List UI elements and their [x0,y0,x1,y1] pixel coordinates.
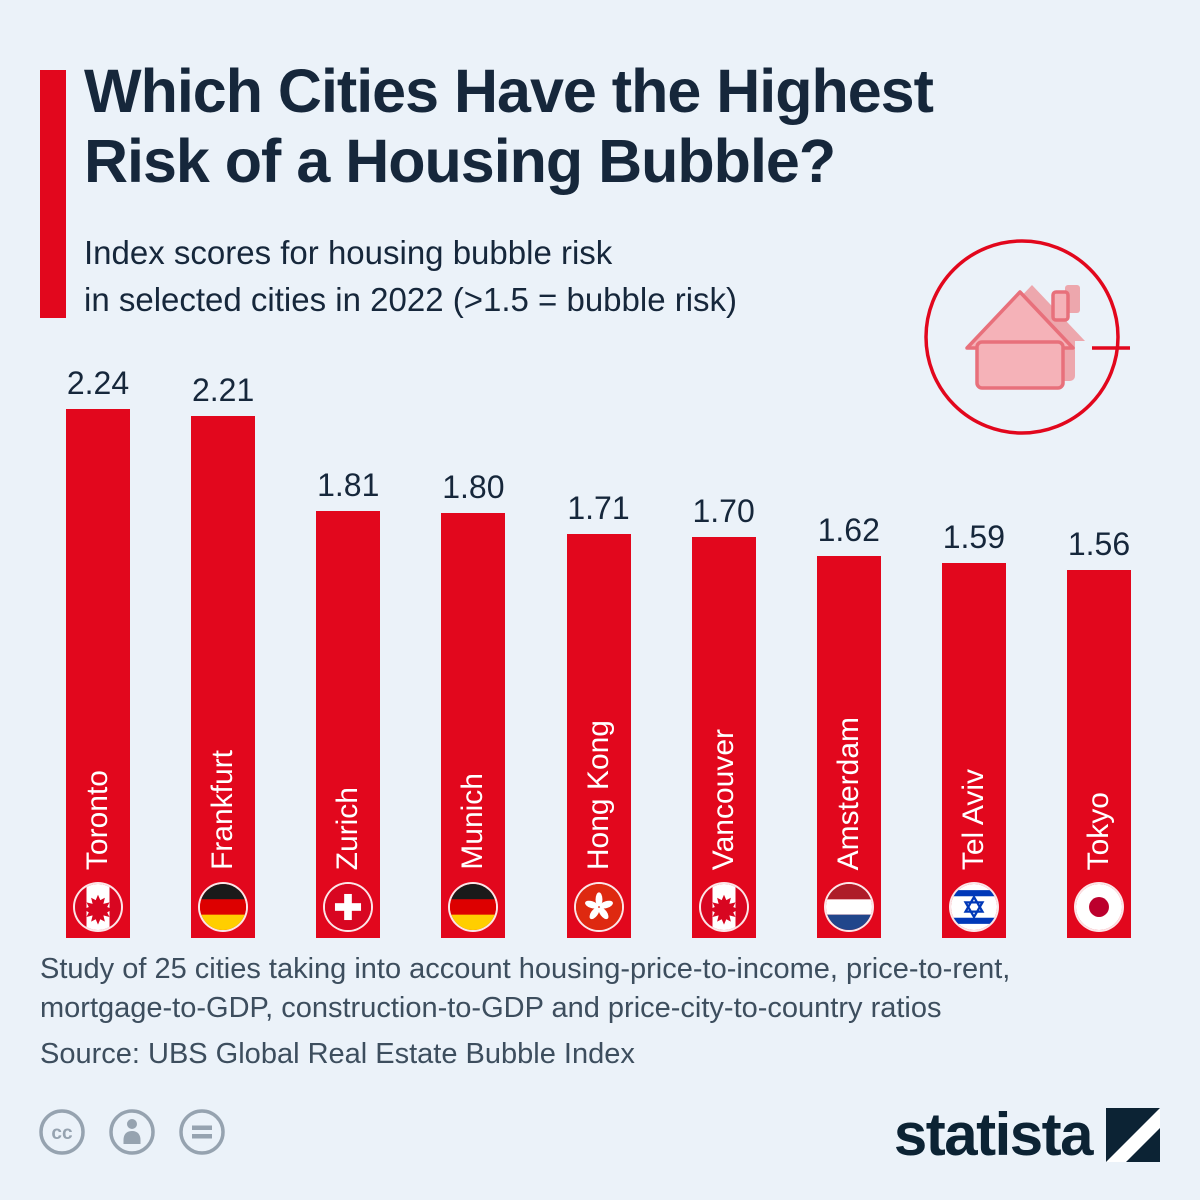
bar-city-label: Hong Kong [581,719,615,870]
methodology-note: Study of 25 cities taking into account h… [40,953,1011,1025]
bar-amsterdam: Amsterdam [816,555,881,938]
bar-column-hong-kong: 1.71 Hong Kong [566,490,631,938]
bar-column-tokyo: 1.56 Tokyo [1067,526,1131,938]
statista-logo-text: statista [893,1101,1094,1168]
license-icons: cc [38,1108,226,1156]
chart-subtitle-line2: in selected cities in 2022 (>1.5 = bubbl… [84,280,738,318]
bar-value-label: 1.62 [817,511,880,548]
house-target-icon [915,230,1165,450]
bar-column-zurich: 1.81 Zurich [316,466,381,938]
bar-value-label: 2.21 [191,372,255,409]
flag-netherlands-icon [825,884,872,930]
bar-toronto: Toronto [66,409,130,938]
bar-city-label: Vancouver [706,728,740,870]
title-accent-bar [40,70,66,318]
equals-icon [178,1108,226,1156]
page-title-line1: Which Cities Have the Highest [84,57,934,125]
bar-city-label: Zurich [331,786,365,870]
bar-value-label: 1.80 [442,469,505,506]
bar-value-label: 1.71 [567,490,630,527]
attribution-person-icon [108,1108,156,1156]
flag-germany-icon [200,884,247,930]
bar-zurich: Zurich [316,510,381,938]
bar-munich: Munich [441,513,506,938]
bar-city-label: Toronto [81,769,114,870]
bar-hong-kong: Hong Kong [566,534,631,938]
flag-canada-icon [75,884,121,930]
bar-column-frankfurt: 2.21 Frankfurt [191,372,256,938]
bar-value-label: 2.24 [66,365,130,402]
bar-frankfurt: Frankfurt [191,416,256,938]
flag-japan-icon [1076,884,1122,930]
flag-israel-icon [950,884,997,930]
bar-tel-aviv: Tel Aviv [941,562,1006,938]
chart-subtitle: Index scores for housing bubble risk in … [84,230,737,324]
page-title-line2: Risk of a Housing Bubble? [84,127,836,196]
statista-branding: statista [894,1100,1160,1169]
source-line: Source: UBS Global Real Estate Bubble In… [40,1038,635,1070]
bar-city-label: Tokyo [1082,791,1115,870]
svg-text:cc: cc [51,1123,73,1144]
chart-subtitle-line1: Index scores for housing bubble risk [84,234,613,271]
cc-icon: cc [38,1108,86,1156]
bar-tokyo: Tokyo [1067,569,1131,938]
statista-logo-icon [1106,1107,1160,1162]
bar-column-toronto: 2.24 Toronto [66,365,130,938]
bar-city-label: Amsterdam [831,716,865,870]
bar-city-label: Munich [456,773,490,870]
bar-column-vancouver: 1.70 Vancouver [691,492,756,938]
flag-switzerland-icon [325,884,372,930]
bar-column-tel-aviv: 1.59 Tel Aviv [941,518,1006,938]
bar-vancouver: Vancouver [691,536,756,938]
bar-column-amsterdam: 1.62 Amsterdam [816,511,881,938]
flag-hongkong-icon [575,884,622,930]
bar-city-label: Tel Aviv [956,768,990,870]
bar-value-label: 1.81 [317,466,380,503]
bar-column-munich: 1.80 Munich [441,469,506,938]
flag-germany-icon [450,884,497,930]
page-title: Which Cities Have the Highest Risk of a … [84,56,934,196]
bar-city-label: Frankfurt [206,749,240,870]
bar-chart: 2.24 Toronto 2.21 Frankfurt 1.81 Zurich 1.80 Mu… [0,365,1200,938]
bar-value-label: 1.56 [1067,525,1131,562]
bar-value-label: 1.70 [692,492,755,529]
flag-canada-icon [700,884,747,930]
bar-value-label: 1.59 [942,518,1006,555]
